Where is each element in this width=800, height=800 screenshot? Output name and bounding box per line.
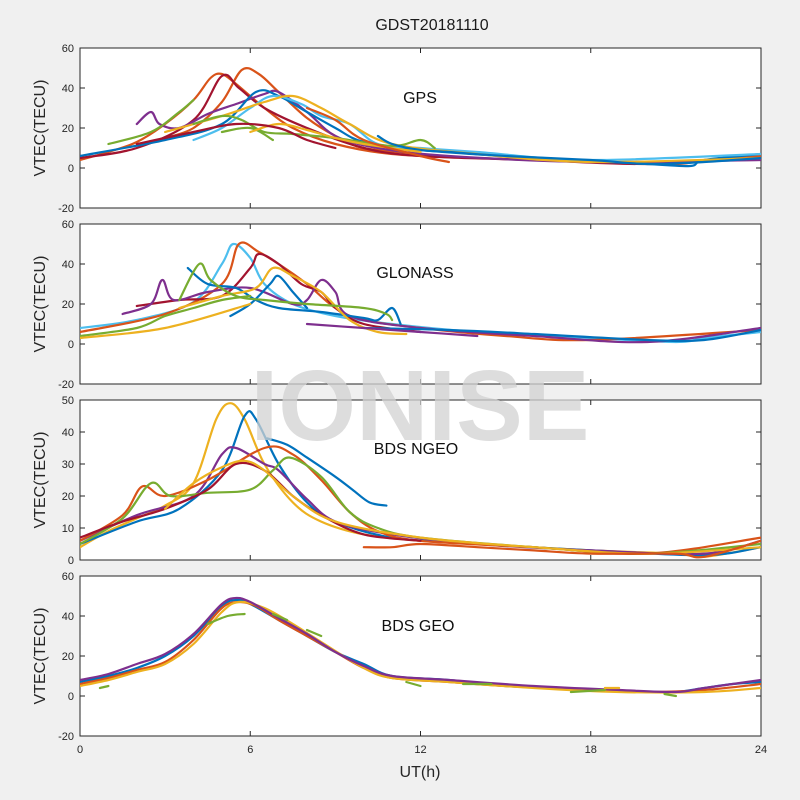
bds-geo-series-line xyxy=(569,688,606,694)
bds-ngeo-series-line xyxy=(80,461,422,542)
bds-geo-x-tick-label: 24 xyxy=(755,744,767,756)
bds-geo-y-tick-label: -20 xyxy=(58,731,74,743)
panel-glonass: -20 0 20 40 60 VTEC(TECU) GLONASS xyxy=(32,219,762,391)
glonass-series-line xyxy=(305,322,479,338)
gps-ylabel: VTEC(TECU) xyxy=(32,80,49,177)
glonass-y-tick-label: 20 xyxy=(62,299,74,311)
glonass-series-line xyxy=(362,326,761,343)
bds-ngeo-y-tick-label: 0 xyxy=(68,555,74,567)
gps-title: GPS xyxy=(403,90,437,107)
glonass-y-tick-label: 60 xyxy=(62,219,74,231)
bds-geo-series-line xyxy=(663,692,677,698)
gps-y-tick-label: 20 xyxy=(62,123,74,135)
bds-geo-series-line xyxy=(271,612,289,622)
gps-series-line xyxy=(107,98,195,146)
bds-geo-y-tick-label: 0 xyxy=(68,691,74,703)
bds-ngeo-y-tick-label: 10 xyxy=(62,523,74,535)
gps-y-tick-label: -20 xyxy=(58,203,74,215)
bds-ngeo-series-line xyxy=(266,437,388,507)
panel-bds-ngeo: 0 10 20 30 40 50 VTEC(TECU) BDS NGEO xyxy=(32,395,762,567)
bds-ngeo-series-line xyxy=(362,539,761,559)
gps-series-line xyxy=(164,94,761,164)
glonass-series-line xyxy=(121,278,761,344)
bds-geo-x-tick-label: 12 xyxy=(414,744,426,756)
bds-ngeo-y-tick-label: 20 xyxy=(62,491,74,503)
gps-y-tick-label: 60 xyxy=(62,43,74,55)
gps-series-line xyxy=(376,134,761,166)
gps-y-tick-label: 40 xyxy=(62,83,74,95)
bds-geo-series-line xyxy=(305,628,323,638)
bds-ngeo-y-tick-label: 30 xyxy=(62,459,74,471)
glonass-series-line xyxy=(80,302,252,340)
panel-gps: -20 0 20 40 60 VTEC(TECU) GPS xyxy=(32,43,762,215)
bds-geo-axes xyxy=(79,575,762,737)
bds-geo-title: BDS GEO xyxy=(382,618,455,635)
glonass-series-line xyxy=(178,262,394,322)
glonass-y-ticks: -20 0 20 40 60 xyxy=(58,219,761,391)
bds-ngeo-y-ticks: 0 10 20 30 40 50 xyxy=(62,395,761,567)
bds-ngeo-ylabel: VTEC(TECU) xyxy=(32,432,49,529)
bds-geo-series-line xyxy=(98,684,110,690)
bds-ngeo-y-tick-label: 50 xyxy=(62,395,74,407)
figure-title: GDST20181110 xyxy=(375,17,488,34)
bds-geo-x-tick-label: 18 xyxy=(585,744,597,756)
gps-x-ticks xyxy=(79,48,762,208)
bds-ngeo-y-tick-label: 40 xyxy=(62,427,74,439)
bds-geo-ylabel: VTEC(TECU) xyxy=(32,608,49,705)
bds-ngeo-lines xyxy=(80,402,761,559)
bds-geo-y-ticks: -20 0 20 40 60 xyxy=(58,571,761,743)
gps-lines xyxy=(80,67,761,168)
gps-series-line xyxy=(80,89,761,168)
bds-geo-y-tick-label: 40 xyxy=(62,611,74,623)
gps-y-tick-label: 0 xyxy=(68,163,74,175)
bds-geo-x-tick-label: 0 xyxy=(77,744,83,756)
glonass-series-line xyxy=(80,241,761,342)
watermark-text: IONISE xyxy=(251,350,590,462)
bds-geo-y-tick-label: 20 xyxy=(62,651,74,663)
bds-geo-series-line xyxy=(405,680,422,688)
glonass-series-line xyxy=(80,294,252,338)
gps-series-line xyxy=(135,122,337,150)
bds-ngeo-title: BDS NGEO xyxy=(374,441,458,458)
glonass-x-ticks xyxy=(79,224,762,384)
glonass-y-tick-label: 0 xyxy=(68,339,74,351)
gps-series-line xyxy=(220,126,274,142)
bds-geo-lines xyxy=(80,596,761,698)
glonass-y-tick-label: -20 xyxy=(58,379,74,391)
bds-geo-x-tick-label: 6 xyxy=(247,744,253,756)
glonass-lines xyxy=(80,241,761,344)
gps-series-line xyxy=(305,106,450,164)
bds-ngeo-x-ticks xyxy=(79,400,762,560)
bds-geo-x-ticks: 0 6 12 18 24 xyxy=(77,576,767,756)
bds-geo-series-line xyxy=(80,596,761,694)
gps-y-ticks: -20 0 20 40 60 xyxy=(58,43,761,215)
gps-series-line xyxy=(135,89,761,164)
bds-geo-y-tick-label: 60 xyxy=(62,571,74,583)
gps-series-line xyxy=(249,122,422,154)
x-axis-label: UT(h) xyxy=(400,764,441,781)
glonass-title: GLONASS xyxy=(376,265,453,282)
bds-ngeo-axes xyxy=(79,399,762,561)
bds-ngeo-series-line xyxy=(164,459,761,555)
bds-geo-series-line xyxy=(206,612,246,626)
glonass-y-tick-label: 40 xyxy=(62,259,74,271)
glonass-ylabel: VTEC(TECU) xyxy=(32,256,49,353)
